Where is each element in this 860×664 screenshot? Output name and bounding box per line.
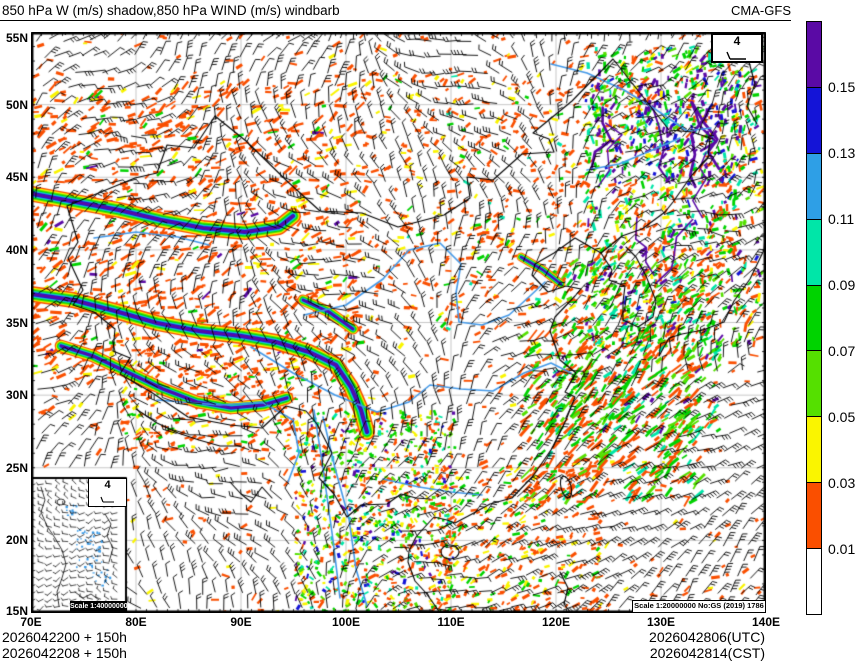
init-time-cst: 2026042208 + 150h: [2, 645, 127, 661]
colorbar-tick-label: 0.13: [828, 145, 856, 161]
colorbar-tick-label: 0.11: [828, 211, 855, 227]
valid-time-utc: 2026042806(UTC): [649, 629, 765, 645]
colorbar-tick-label: 0.05: [828, 409, 856, 425]
colorbar-segment: [807, 483, 821, 550]
lat-label: 20N: [5, 533, 28, 547]
windbarb-icon: [726, 51, 746, 60]
lat-label: 55N: [5, 31, 28, 45]
colorbar-segment: [807, 285, 821, 352]
lon-label: 100E: [331, 615, 361, 629]
weather-map-canvas: [31, 32, 766, 613]
inset-scale-label: Scale 1:40000000: [70, 601, 128, 613]
windbarb-legend-value: 4: [733, 34, 741, 48]
footer-right: 2026042806(UTC) 2026042814(CST): [649, 629, 765, 661]
colorbar-segment: [807, 219, 821, 286]
windbarb-icon: [99, 496, 114, 503]
inset-windbarb-legend-value: 4: [104, 479, 111, 491]
colorbar-tick-label: 0.15: [828, 79, 856, 95]
colorbar-segment: [807, 417, 821, 484]
lon-label: 120E: [541, 615, 571, 629]
lat-label: 15N: [5, 604, 28, 618]
lon-label: 110E: [437, 615, 465, 629]
init-time-utc: 2026042200 + 150h: [2, 629, 127, 645]
map-area: [31, 32, 766, 613]
colorbar-segment: [807, 87, 821, 154]
lon-label: 130E: [646, 615, 676, 629]
lon-label: 140E: [751, 615, 781, 629]
lon-label: 70E: [20, 615, 42, 629]
page-title: 850 hPa W (m/s) shadow,850 hPa WIND (m/s…: [2, 3, 340, 18]
colorbar-segment: [807, 22, 821, 88]
colorbar-segment: [807, 153, 821, 220]
windbarb-legend-box: 4: [711, 33, 763, 63]
colorbar-tick-label: 0.09: [828, 277, 856, 293]
lat-label: 35N: [5, 316, 28, 330]
lat-label: 45N: [5, 170, 28, 184]
footer-left: 2026042200 + 150h 2026042208 + 150h: [2, 629, 127, 661]
colorbar: [806, 21, 822, 615]
valid-time-cst: 2026042814(CST): [649, 645, 765, 661]
colorbar-segment: [807, 351, 821, 418]
colorbar-tick-label: 0.01: [828, 541, 856, 557]
lon-label: 80E: [125, 615, 147, 629]
header-divider: [0, 20, 791, 21]
lat-label: 50N: [5, 98, 28, 112]
lat-label: 25N: [5, 461, 28, 475]
lon-label: 90E: [230, 615, 252, 629]
lat-label: 30N: [5, 388, 28, 402]
model-label: CMA-GFS: [731, 3, 791, 18]
inset-windbarb-legend-box: 4: [88, 478, 127, 507]
colorbar-segment: [807, 549, 821, 615]
colorbar-tick-label: 0.03: [828, 475, 856, 491]
lat-label: 40N: [5, 243, 28, 257]
colorbar-tick-label: 0.07: [828, 343, 856, 359]
map-scale-label: Scale 1:20000000 No:GS (2019) 1786: [632, 600, 766, 613]
